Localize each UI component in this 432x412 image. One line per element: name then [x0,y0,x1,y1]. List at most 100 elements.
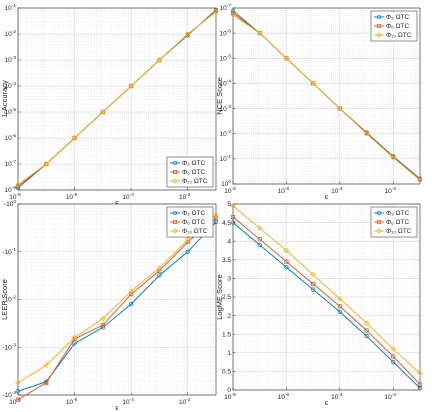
y-tick-exponent: -5 [227,53,232,59]
x-tick-exponent: -6 [285,186,290,192]
data-point [44,161,49,167]
data-point [157,273,162,278]
y-tick-base: 10 [5,161,13,168]
y-tick-base: 10 [5,57,13,64]
data-point [72,135,77,141]
legend-marker [376,228,382,234]
data-point [284,265,289,270]
series-line-3 [17,214,217,384]
data-point [391,359,396,365]
series-line-3 [232,205,421,374]
x-tick-exponent: -8 [231,392,236,398]
y-tick-exponent: -2 [227,129,232,135]
data-point [15,397,21,402]
data-point [257,30,263,36]
x-tick-base: 10 [9,399,17,406]
legend-entry-label: Φ₃ ΩTC [386,210,409,217]
data-point [213,211,219,218]
y-tick-label: 4.5 [222,220,231,227]
legend-entry-label: Φ₁₀ ΩTC [182,228,208,235]
data-point [230,220,236,225]
x-tick-exponent: -6 [73,192,78,198]
y-tick-base: -10 [2,344,12,351]
y-tick-base: 4.5 [222,220,231,227]
y-tick-base: 0 [227,387,231,394]
x-tick-exponent: -8 [231,186,236,192]
data-point [363,131,370,137]
y-tick-label: -10-2 [2,295,16,304]
x-tick-label: 10-8 [9,397,21,406]
legend-marker [172,160,178,166]
x-tick-exponent: -4 [130,192,135,198]
data-point [185,31,191,37]
data-point [129,83,134,89]
data-point [364,328,369,333]
x-tick-exponent: -2 [186,192,191,198]
data-point [15,389,21,394]
legend-marker [376,23,382,29]
y-tick-label: 10-4 [220,79,232,88]
chart-acc: 10-8 10-6 10-4 10-210-110-210-310-410-510-6… [0,3,219,207]
y-tick-base: -10 [4,201,14,208]
x-axis-label: ϵ [115,198,119,207]
data-point [71,334,78,341]
data-point [213,9,219,15]
y-tick-label: 10-6 [220,28,232,37]
legend-entry-label: Φ₃ ΩTC [182,160,205,167]
y-tick-exponent: -1 [12,3,17,9]
y-tick-exponent: -4 [227,79,232,85]
x-tick-base: 10 [385,188,393,195]
axes-box [17,7,217,191]
y-tick-label: 10-8 [5,185,17,194]
data-point [284,56,289,61]
data-point [364,333,369,339]
data-point [100,109,105,115]
data-point [129,292,134,297]
y-tick-label: 10-5 [220,53,232,62]
x-tick-label: 10-4 [331,186,343,195]
x-tick-label: 10-6 [278,392,290,401]
data-point [185,239,190,245]
x-tick-base: 10 [278,188,286,195]
y-tick-label: 1.5 [222,331,231,338]
x-tick-label: 10-8 [224,392,236,401]
y-axis-label: 1-Accuracy [0,80,9,118]
x-tick-label: 10-6 [66,192,78,201]
x-tick-label: 10-2 [179,192,191,201]
data-point [156,57,163,63]
data-point [15,380,21,386]
x-tick-exponent: -4 [338,186,343,192]
legend: Φ₃ ΩTC Φ₆ ΩTC Φ₁₀ ΩTC [370,206,418,238]
x-tick-exponent: -6 [285,392,290,398]
y-tick-label: 10-3 [5,55,17,64]
data-point [310,271,316,278]
data-point [128,288,134,294]
data-point [230,203,236,209]
chart-logme: 10-8 10-6 10-4 10-200.511.522.533.544.55ϵLo… [215,201,423,407]
y-tick-base: 5 [227,201,231,208]
x-tick-label: 10-6 [278,186,290,195]
y-tick-exponent: -1 [227,154,232,160]
y-tick-base: 10 [5,5,13,12]
x-axis-label: ϵ [325,398,329,407]
data-point [310,287,316,292]
x-tick-base: 10 [385,394,393,401]
x-tick-label: 10-2 [179,397,191,406]
y-axis-label: LEEP Score [0,279,9,320]
y-tick-label: -10-1 [2,247,16,256]
x-tick-exponent: -6 [73,397,78,403]
data-point [230,11,236,16]
y-tick-label: 5 [227,201,231,208]
data-point [417,382,423,387]
series-line-3 [17,11,217,186]
y-tick-label: -10-4 [2,390,16,399]
legend-entry-label: Φ₆ ΩTC [386,23,409,30]
y-tick-label: 10-3 [220,104,232,113]
data-point [337,304,342,309]
y-tick-base: 10 [220,131,228,138]
y-tick-base: 10 [5,31,13,38]
data-point [230,12,236,18]
y-tick-base: 10 [220,5,228,12]
y-tick-label: 4 [227,238,231,245]
